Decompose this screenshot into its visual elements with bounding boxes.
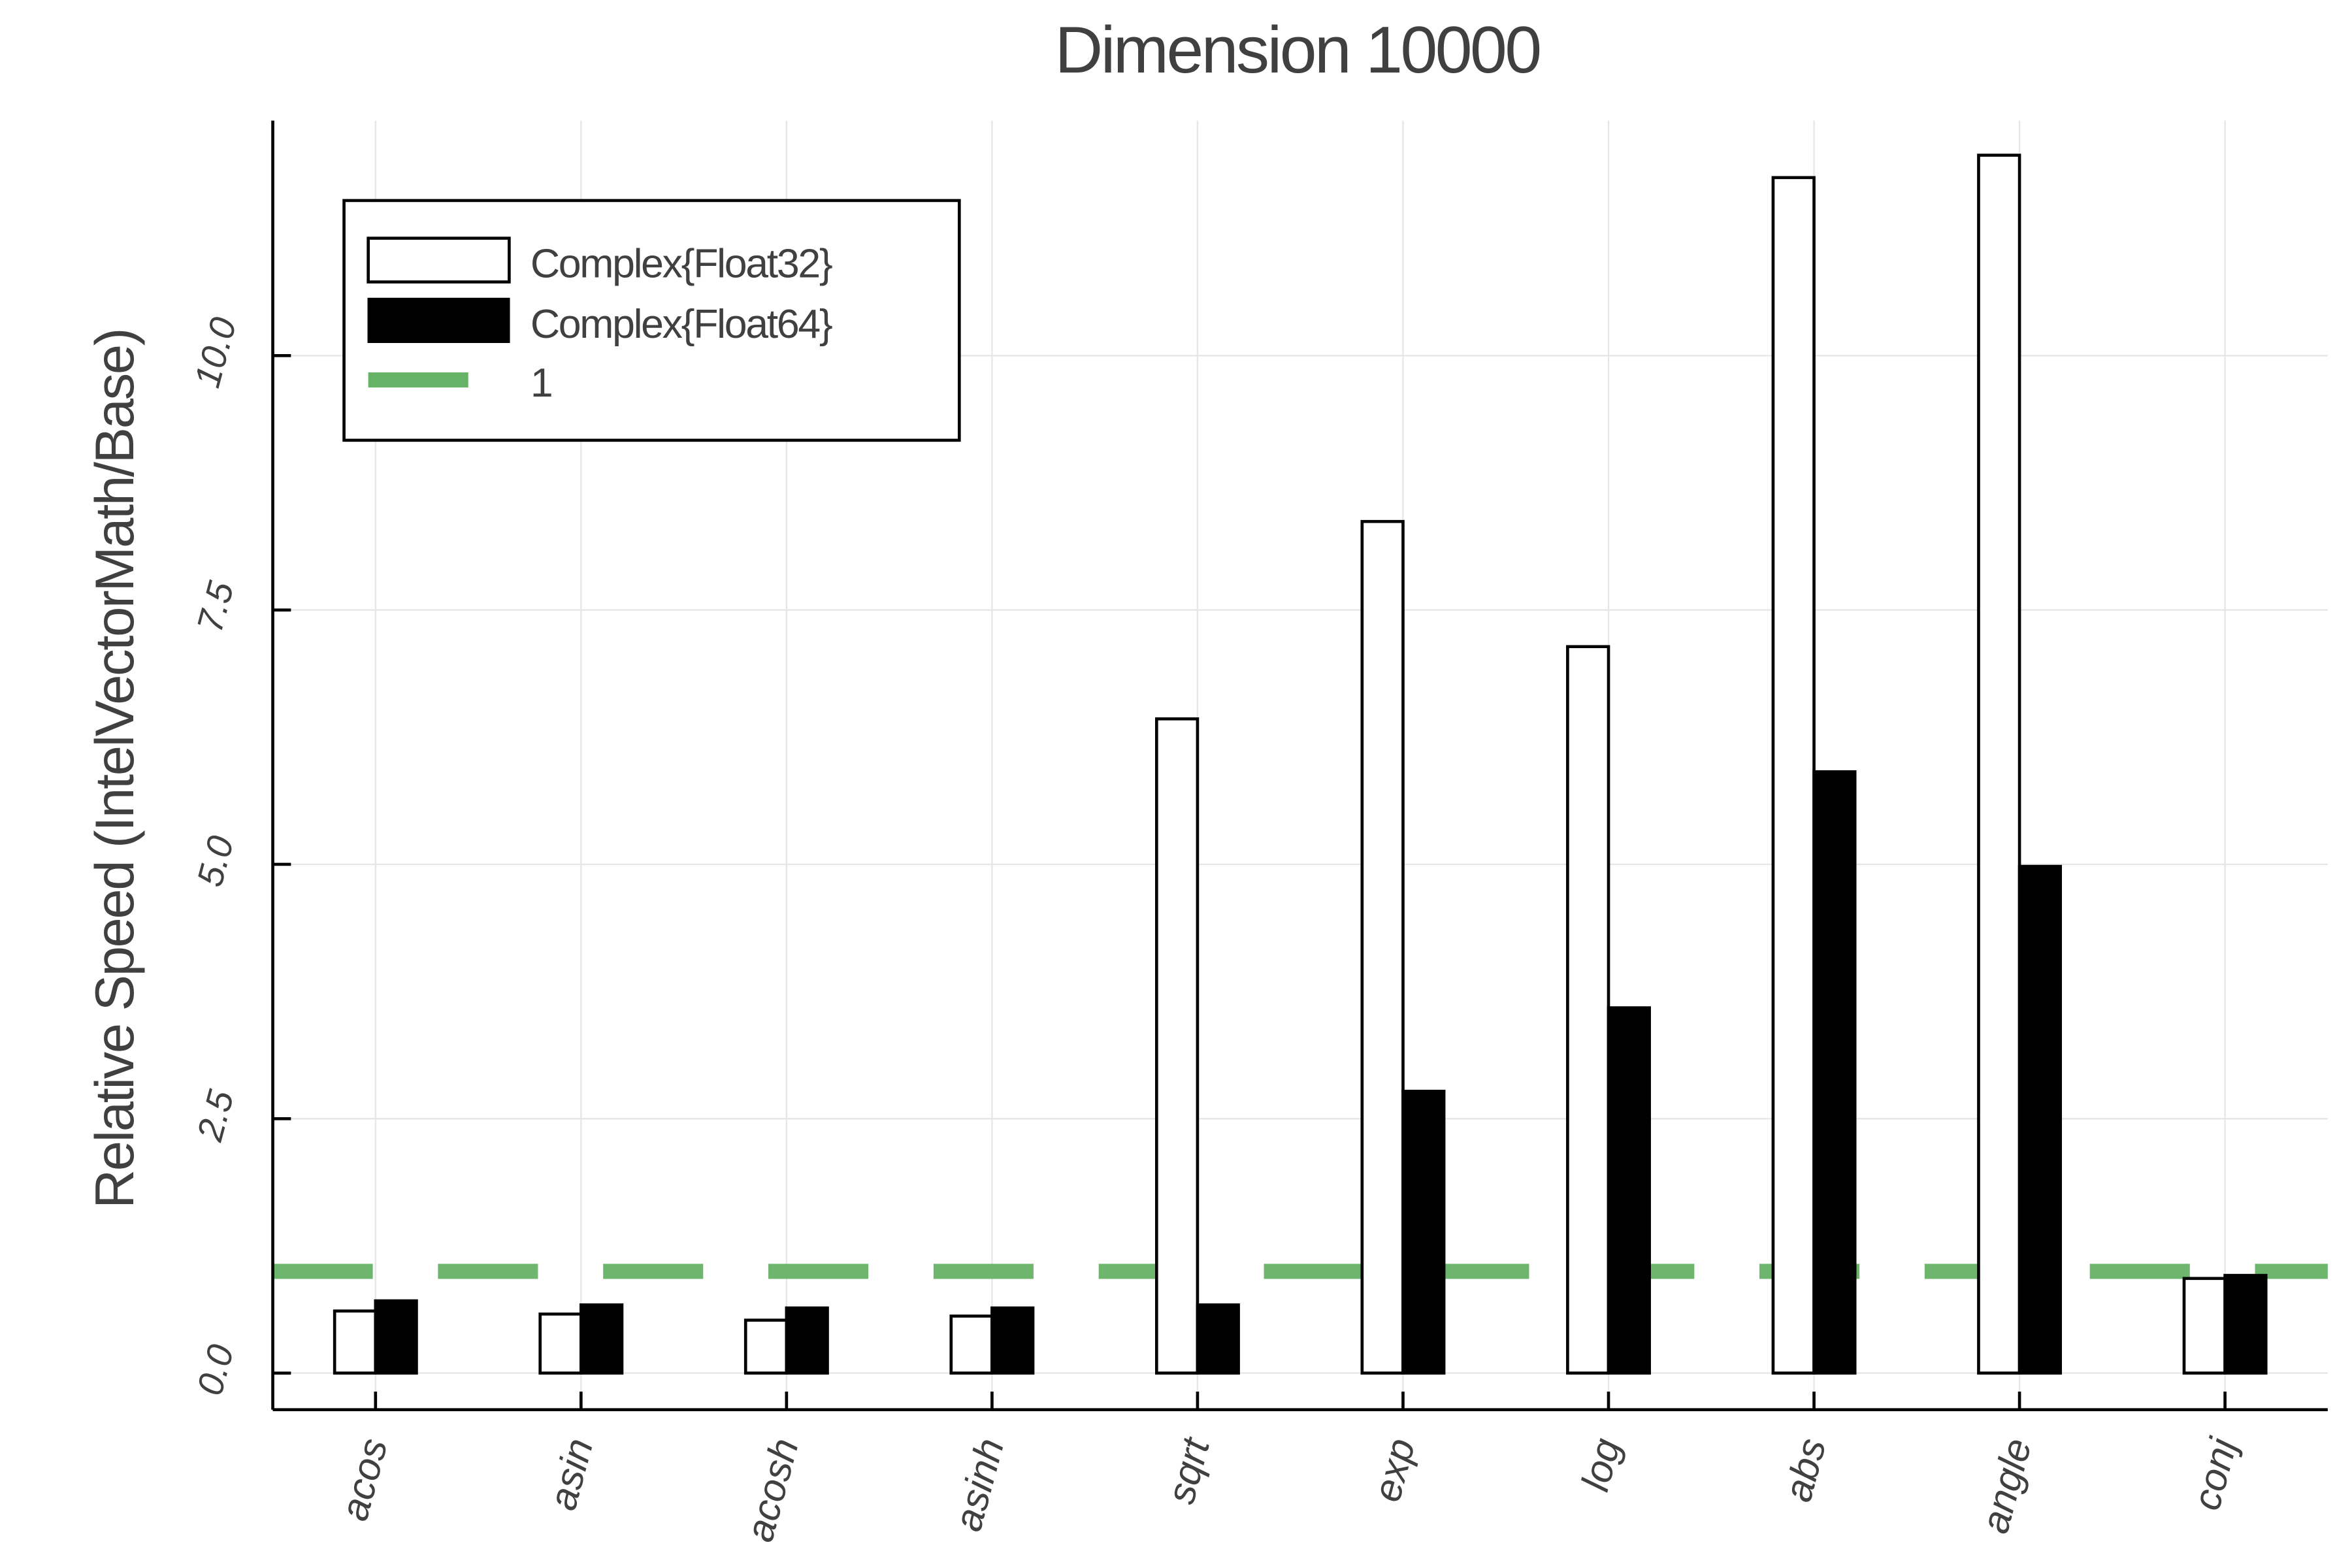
bar-conj-float32 bbox=[2182, 1277, 2227, 1375]
legend-label-float64: Complex{Float64} bbox=[531, 301, 832, 347]
bar-angle-float32 bbox=[1977, 154, 2021, 1375]
bar-angle-float64 bbox=[2017, 864, 2063, 1375]
legend-swatch-float64 bbox=[367, 297, 510, 343]
bar-acosh-float32 bbox=[743, 1318, 789, 1375]
legend-swatch-reference bbox=[368, 372, 468, 388]
bar-asin-float64 bbox=[580, 1303, 624, 1375]
bar-asinh-float64 bbox=[990, 1306, 1035, 1375]
bar-acos-float32 bbox=[333, 1309, 378, 1375]
bar-sqrt-float32 bbox=[1154, 717, 1200, 1375]
legend-swatch-float32 bbox=[367, 237, 511, 284]
bar-abs-float64 bbox=[1812, 770, 1857, 1375]
chart-title: Dimension 10000 bbox=[1055, 12, 1540, 87]
legend: Complex{Float32} Complex{Float64} 1 bbox=[342, 199, 961, 442]
bar-log-float64 bbox=[1607, 1006, 1651, 1375]
bar-asin-float32 bbox=[538, 1313, 583, 1375]
legend-label-float32: Complex{Float32} bbox=[531, 241, 832, 287]
bar-asinh-float32 bbox=[949, 1315, 994, 1375]
bar-abs-float32 bbox=[1771, 176, 1816, 1375]
bars bbox=[333, 154, 2268, 1375]
bar-exp-float32 bbox=[1360, 519, 1405, 1375]
bar-acos-float64 bbox=[374, 1299, 418, 1375]
bar-conj-float64 bbox=[2223, 1273, 2268, 1375]
bar-acosh-float64 bbox=[785, 1306, 829, 1375]
legend-label-reference: 1 bbox=[531, 360, 553, 406]
y-axis-label: Relative Speed (IntelVectorMath/Base) bbox=[84, 329, 145, 1209]
bar-log-float32 bbox=[1566, 645, 1610, 1375]
bar-sqrt-float64 bbox=[1196, 1303, 1240, 1375]
bar-exp-float64 bbox=[1401, 1089, 1446, 1375]
